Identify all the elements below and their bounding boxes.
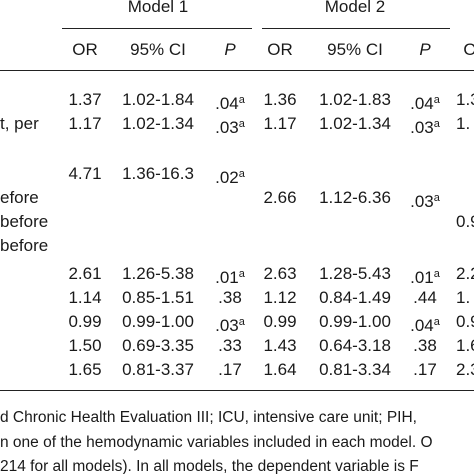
table-bottom-rule — [0, 390, 474, 391]
cell-superscript: a — [433, 118, 440, 130]
cell-text: .02 — [215, 168, 239, 187]
table-cell: .02a — [215, 164, 245, 188]
table-cell: 0.9 — [456, 212, 474, 231]
cell-superscript: a — [238, 168, 245, 180]
row-label: before — [0, 212, 49, 231]
table-cell: 1.36 — [263, 90, 297, 109]
table-cell: .01a — [410, 264, 440, 288]
header-rule — [262, 28, 450, 29]
cell-superscript: a — [238, 118, 245, 130]
table-cell: 2.61 — [68, 264, 102, 283]
table-cell: .03a — [215, 312, 245, 336]
table-cell: 1.50 — [68, 336, 102, 355]
table-cell: 0.81-3.34 — [319, 360, 391, 379]
table-cell: 0.64-3.18 — [319, 336, 391, 355]
column-header: P — [419, 40, 431, 59]
table-cell: 1.02-1.34 — [122, 114, 194, 133]
table-cell: 2.2 — [456, 264, 474, 283]
table-cell: .04a — [410, 90, 440, 114]
table-cell: 1.65 — [68, 360, 102, 379]
row-label: before — [0, 236, 49, 255]
table-cell: 1.14 — [68, 288, 102, 307]
table-cell: 1.36-16.3 — [122, 164, 194, 183]
table-cell: .01a — [215, 264, 245, 288]
table-cell: 0.99-1.00 — [319, 312, 391, 331]
table-cell: .17 — [218, 360, 242, 379]
footnote: 214 for all models). In all models, the … — [0, 458, 419, 474]
cell-superscript: a — [238, 268, 245, 280]
table-cell: 0.9 — [456, 312, 474, 331]
table-cell: 0.84-1.49 — [319, 288, 391, 307]
cell-text: .03 — [215, 118, 239, 137]
table-cell: 1.17 — [263, 114, 297, 133]
column-header: O — [463, 40, 474, 59]
table-cell: 0.99 — [263, 312, 297, 331]
table-cell: 1.17 — [68, 114, 102, 133]
table-cell: 2.66 — [263, 188, 297, 207]
table-cell: 0.69-3.35 — [122, 336, 194, 355]
table-cell: 1.26-5.38 — [122, 264, 194, 283]
model-title: Model 2 — [324, 0, 386, 16]
table-cell: 0.99-1.00 — [122, 312, 194, 331]
table-cell: .03a — [410, 114, 440, 138]
table-cell: 1.37 — [68, 90, 102, 109]
table-cell: 1.64 — [263, 360, 297, 379]
cell-text: .04 — [410, 94, 434, 113]
row-label: t, per — [0, 114, 39, 133]
cell-superscript: a — [238, 94, 245, 106]
table-cell: 0.85-1.51 — [122, 288, 194, 307]
column-header: 95% CI — [327, 40, 383, 59]
table-cell: 1.02-1.84 — [122, 90, 194, 109]
table-cell: 1. — [456, 114, 471, 133]
table-cell: 1.3 — [456, 90, 474, 109]
cell-superscript: a — [433, 268, 440, 280]
table-cell: .17 — [413, 360, 437, 379]
table-cell: 1.02-1.83 — [319, 90, 391, 109]
cell-text: .04 — [215, 94, 239, 113]
footnote: d Chronic Health Evaluation III; ICU, in… — [0, 409, 417, 426]
table-cell: 1.43 — [263, 336, 297, 355]
table-cell: 1.6 — [456, 336, 474, 355]
cell-text: .01 — [215, 268, 239, 287]
table-cell: .33 — [218, 336, 242, 355]
row-label: efore — [0, 188, 39, 207]
table-cell: 2.63 — [263, 264, 297, 283]
table-cell: 0.81-3.37 — [122, 360, 194, 379]
cell-text: .03 — [215, 316, 239, 335]
cell-superscript: a — [433, 316, 440, 328]
cell-superscript: a — [433, 192, 440, 204]
table-cell: .03a — [410, 188, 440, 212]
cell-text: .03 — [410, 192, 434, 211]
table-cell: .44 — [413, 288, 437, 307]
table-cell: .04a — [410, 312, 440, 336]
cell-text: .03 — [410, 118, 434, 137]
header-rule — [62, 28, 252, 29]
column-header: OR — [72, 40, 98, 59]
table-cell: 1.12-6.36 — [319, 188, 391, 207]
table-cell: .38 — [218, 288, 242, 307]
table-cell: 1.28-5.43 — [319, 264, 391, 283]
table-cell: .04a — [215, 90, 245, 114]
model-title: Model 1 — [127, 0, 189, 16]
column-header: 95% CI — [130, 40, 186, 59]
header-bottom-rule — [0, 70, 474, 71]
table-cell: 1.02-1.34 — [319, 114, 391, 133]
column-header: P — [224, 40, 236, 59]
table-cell: 2.3 — [456, 360, 474, 379]
cell-superscript: a — [433, 94, 440, 106]
cell-superscript: a — [238, 316, 245, 328]
table-cell: .38 — [413, 336, 437, 355]
table-cell: 1.12 — [263, 288, 297, 307]
table-cell: .03a — [215, 114, 245, 138]
table-cell: 1. — [456, 288, 471, 307]
column-header: OR — [267, 40, 293, 59]
cell-text: .01 — [410, 268, 434, 287]
table-cell: 4.71 — [68, 164, 102, 183]
footnote: n one of the hemodynamic variables inclu… — [0, 434, 433, 451]
cell-text: .04 — [410, 316, 434, 335]
table-cell: 0.99 — [68, 312, 102, 331]
